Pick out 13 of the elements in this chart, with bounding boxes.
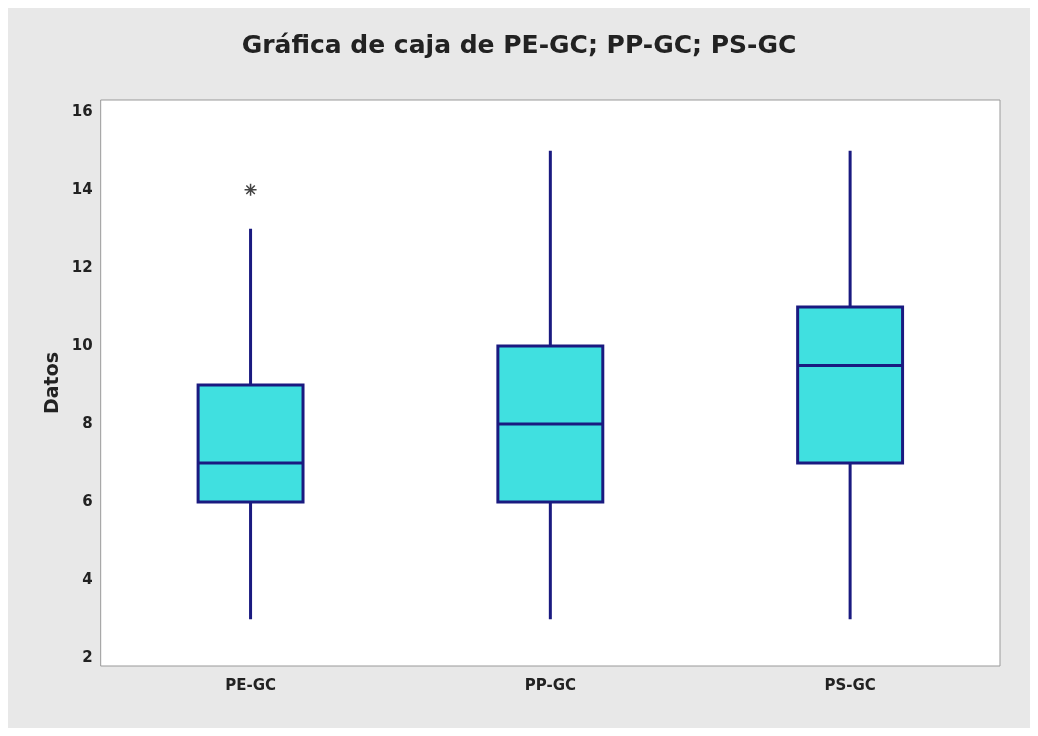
y-tick-label: 2: [82, 648, 93, 667]
y-tick-label: 10: [71, 335, 93, 354]
x-tick-label: PS-GC: [824, 675, 876, 694]
y-tick-label: 6: [82, 491, 93, 510]
y-tick-label: 4: [82, 570, 93, 589]
y-axis-title: Datos: [40, 351, 63, 415]
x-tick-label: PE-GC: [225, 675, 276, 694]
y-tick-label: 16: [71, 101, 93, 120]
y-tick-label: 8: [82, 413, 93, 432]
x-tick-label: PP-GC: [524, 675, 576, 694]
y-tick-label: 12: [71, 257, 93, 276]
y-tick-label: 14: [71, 179, 93, 198]
chart-title: Gráfica de caja de PE-GC; PP-GC; PS-GC: [240, 30, 798, 59]
